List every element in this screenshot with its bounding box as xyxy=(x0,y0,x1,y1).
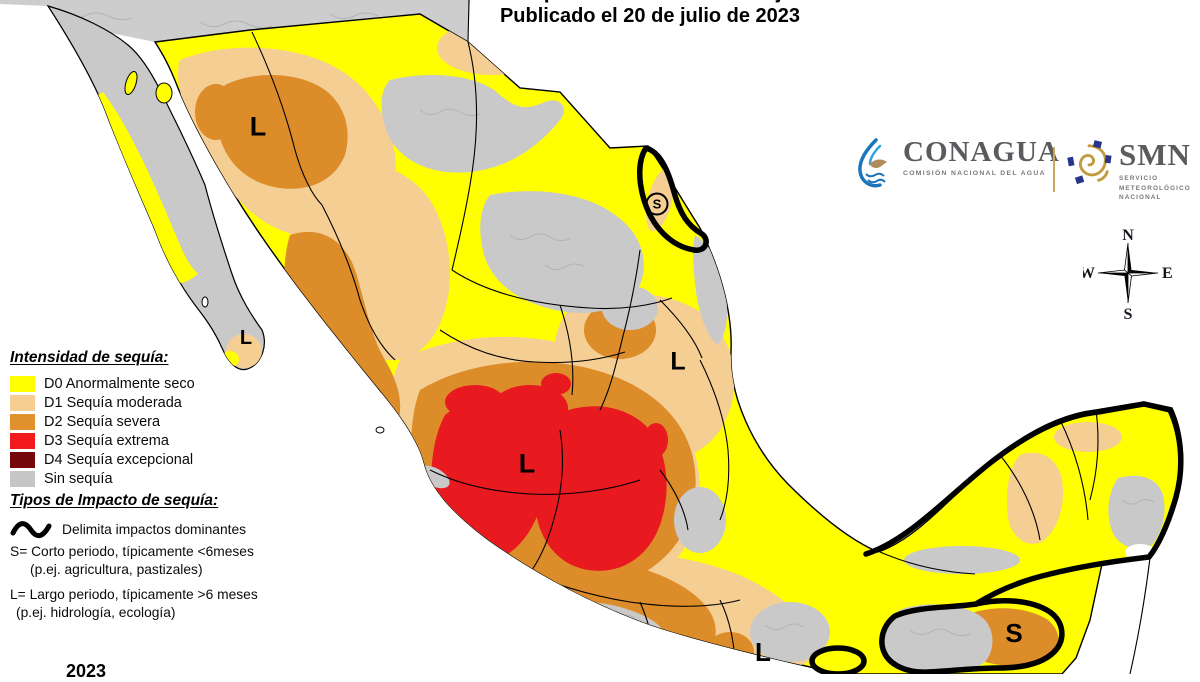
long-term-examples: (p.ej. hidrología, ecología) xyxy=(16,605,176,620)
short-term-definition: S= Corto periodo, típicamente <6meses xyxy=(10,544,254,559)
legend-item: D1 Sequía moderada xyxy=(10,393,310,412)
smn-wordmark: SMN xyxy=(1119,137,1191,172)
belize-border xyxy=(1129,557,1151,674)
legend-swatch xyxy=(10,432,35,449)
legend-label: D3 Sequía extrema xyxy=(44,432,169,449)
legend-label: D1 Sequía moderada xyxy=(44,394,182,411)
legend-item: D0 Anormalmente seco xyxy=(10,374,310,393)
map-impact-label: S xyxy=(645,192,669,216)
impact-outlines xyxy=(637,145,1184,674)
conagua-logo: CONAGUA COMISIÓN NACIONAL DEL AGUA xyxy=(854,138,1060,190)
delimiter-label: Delimita impactos dominantes xyxy=(62,521,247,537)
usa-region xyxy=(0,0,470,43)
map-impact-label: L xyxy=(249,111,267,142)
squiggle-line-icon xyxy=(10,521,52,539)
smn-spiral-icon xyxy=(1067,140,1112,185)
conagua-wordmark: CONAGUA xyxy=(903,136,1060,168)
impact-legend-title: Tipos de Impacto de sequía: xyxy=(10,492,219,509)
map-impact-label: L xyxy=(755,637,771,667)
legend-items: D0 Anormalmente seco D1 Sequía moderada D2… xyxy=(10,374,310,488)
smn-logo: SMN SERVICIO METEOROLÓGICO NACIONAL xyxy=(1066,139,1191,203)
compass-west-label: W xyxy=(1083,265,1095,282)
compass-south-label: S xyxy=(1124,306,1133,323)
legend-label: D4 Sequía excepcional xyxy=(44,451,194,468)
legend-swatch xyxy=(10,375,35,392)
map-impact-label: L xyxy=(518,448,536,479)
map-impact-label: L xyxy=(239,327,253,349)
legend-swatch xyxy=(10,413,35,430)
gulf-islands xyxy=(124,70,385,434)
compass-rose: N E S W xyxy=(1083,227,1173,323)
legend-swatch xyxy=(10,470,35,487)
publication-date-title: Publicado el 20 de julio de 2023 xyxy=(499,5,801,27)
legend-label: D2 Sequía severa xyxy=(44,413,161,430)
legend-item: D2 Sequía severa xyxy=(10,412,310,431)
conagua-drop-icon xyxy=(858,138,887,188)
legend-swatch xyxy=(10,451,35,468)
legend-item: D4 Sequía excepcional xyxy=(10,450,310,469)
smn-subtitle-line3: NACIONAL xyxy=(1119,194,1162,202)
clipped-map-title: Monitor de Sequía en México al 15 de jul… xyxy=(340,0,960,4)
clipped-year-label: 2023 xyxy=(66,661,107,681)
legend-label: Sin sequía xyxy=(44,470,113,487)
legend-label: D0 Anormalmente seco xyxy=(44,375,195,392)
compass-north-label: N xyxy=(1122,227,1134,244)
intensity-legend: Intensidad de sequía: D0 Anormalmente se… xyxy=(10,349,310,488)
smn-subtitle-line2: METEOROLÓGICO xyxy=(1119,184,1191,192)
long-term-definition: L= Largo periodo, típicamente >6 meses xyxy=(10,587,258,602)
legend-item: D3 Sequía extrema xyxy=(10,431,310,450)
smn-subtitle-line1: SERVICIO xyxy=(1119,175,1159,182)
intensity-legend-title: Intensidad de sequía: xyxy=(10,349,169,366)
legend-swatch xyxy=(10,394,35,411)
logo-separator xyxy=(1053,147,1055,192)
conagua-subtitle: COMISIÓN NACIONAL DEL AGUA xyxy=(903,170,1046,177)
legend-item: Sin sequía xyxy=(10,469,310,488)
short-term-examples: (p.ej. agricultura, pastizales) xyxy=(30,562,203,577)
map-impact-label: S xyxy=(1005,618,1023,648)
compass-east-label: E xyxy=(1162,265,1173,282)
map-impact-label: L xyxy=(670,347,686,376)
impact-legend: Tipos de Impacto de sequía: Delimita imp… xyxy=(10,492,330,623)
